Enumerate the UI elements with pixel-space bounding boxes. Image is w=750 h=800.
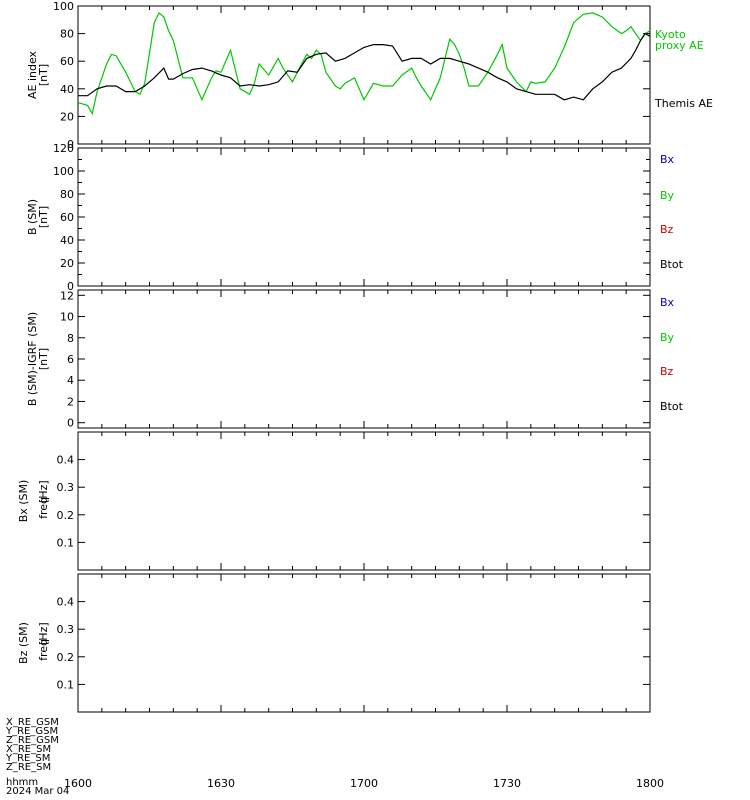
y-tick-label: 60: [60, 211, 74, 224]
y-tick-label: 40: [60, 234, 74, 247]
footer-row: Y_RE_SM: [6, 753, 51, 764]
legend-entry: Btot: [660, 400, 684, 413]
panel-frame: [77, 147, 651, 287]
footer-date: 2024 Mar 04: [6, 786, 70, 797]
x-axis-labels: 1600 1630 1700 1730 1800: [64, 777, 664, 790]
legend-entry: Btot: [660, 258, 684, 271]
y-tick-label: 100: [53, 165, 74, 178]
footer-hhmm: hhmm: [6, 777, 39, 788]
y-tick-label: 4: [67, 374, 74, 387]
y-axis-unit: [nT]: [37, 348, 50, 370]
y-tick-label: 80: [60, 188, 74, 201]
footer-row: X_RE_GSM: [6, 717, 59, 728]
y-axis-unit: [Hz]: [37, 622, 50, 645]
legend-entry: Themis AE: [654, 97, 713, 110]
kyoto-proxy-ae-line: [77, 11, 651, 116]
y-tick-label: 60: [60, 55, 74, 68]
legend-entry: proxy AE: [655, 39, 704, 52]
footer-row: Y_RE_GSM: [6, 726, 59, 737]
y-tick-label: 10: [60, 311, 74, 324]
y-tick-label: 20: [60, 110, 74, 123]
y-axis-unit: [Hz]: [37, 480, 50, 503]
x-tick-label: 1630: [207, 777, 235, 790]
y-axis-title: B (SM): [26, 199, 39, 235]
data-series: [77, 11, 651, 116]
footer-row: Z_RE_SM: [6, 762, 52, 773]
x-tick-label: 1730: [493, 777, 521, 790]
y-tick-label: 120: [53, 142, 74, 155]
legend-entry: Bz: [660, 365, 674, 378]
y-tick-label: 80: [60, 28, 74, 41]
y-tick-label: 0.3: [57, 623, 75, 636]
legend-entry: Bz: [660, 223, 674, 236]
x-tick-label: 1800: [636, 777, 664, 790]
y-tick-label: 0.1: [57, 536, 75, 549]
panel-frame: [77, 573, 651, 713]
y-tick-label: 0: [67, 138, 74, 151]
y-axis-title: freq: [37, 497, 50, 519]
y-tick-label: 6: [67, 353, 74, 366]
y-axis-labels: AE index[nT]B (SM)[nT]B (SM)-IGRF (SM)[n…: [17, 50, 50, 663]
y-tick-label: 0.2: [57, 651, 75, 664]
y-tick-label: 0.1: [57, 678, 75, 691]
tick-labels: 0204060801000204060801001200246810120.10…: [53, 0, 74, 691]
legend-entry: By: [660, 331, 675, 344]
panel-frame: [77, 5, 651, 145]
themis-ae-line: [78, 32, 651, 101]
y-tick-label: 0: [67, 417, 74, 430]
y-tick-label: 0.3: [57, 481, 75, 494]
y-axis-unit: [nT]: [37, 64, 50, 86]
axis-ticks: [77, 5, 651, 712]
legend-entry: Kyoto: [655, 28, 686, 41]
y-tick-label: 12: [60, 289, 74, 302]
legend-entry: Bx: [660, 296, 675, 309]
y-axis-title: Bx (SM): [17, 480, 30, 523]
y-tick-label: 0.2: [57, 509, 75, 522]
y-tick-label: 8: [67, 332, 74, 345]
footer-row: Z_RE_GSM: [6, 735, 59, 746]
panel-frames: [77, 5, 651, 713]
y-tick-label: 2: [67, 395, 74, 408]
x-tick-label: 1700: [350, 777, 378, 790]
y-axis-title: AE index: [26, 50, 39, 99]
footer-row: X_RE_SM: [6, 744, 52, 755]
panel-frame: [77, 289, 651, 429]
legend-entry: By: [660, 189, 675, 202]
y-axis-title: Bz (SM): [17, 622, 30, 664]
y-tick-label: 100: [53, 0, 74, 13]
y-tick-label: 0: [67, 280, 74, 293]
x-tick-label: 1600: [64, 777, 92, 790]
y-axis-title: freq: [37, 639, 50, 661]
y-tick-label: 40: [60, 83, 74, 96]
y-axis-unit: [nT]: [37, 206, 50, 228]
y-axis-title: B (SM)-IGRF (SM): [26, 312, 39, 406]
y-tick-label: 0.4: [57, 596, 75, 609]
y-tick-label: 0.4: [57, 454, 75, 467]
y-tick-label: 20: [60, 257, 74, 270]
panel-frame: [77, 431, 651, 571]
legend-entry: Bx: [660, 153, 675, 166]
